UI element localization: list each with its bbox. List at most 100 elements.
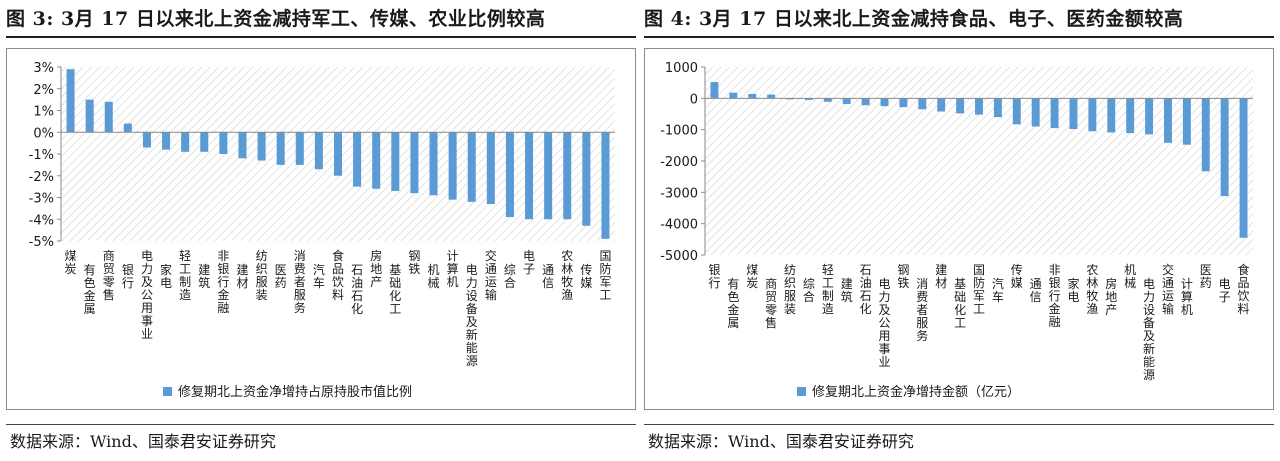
y-tick-label: 0 <box>690 92 698 107</box>
y-tick-label: -4% <box>29 213 54 228</box>
bar <box>200 132 209 152</box>
figure-title: 图 4: 3月 17 日以来北上资金减持食品、电子、医药金额较高 <box>644 8 1184 30</box>
bar <box>956 98 965 114</box>
bar <box>410 132 419 194</box>
bar <box>1239 98 1248 238</box>
legend-swatch-icon <box>163 387 172 396</box>
x-tick-label: 医药 <box>275 263 287 290</box>
bar <box>1069 98 1078 130</box>
x-tick-label: 消费者服务 <box>294 249 306 315</box>
bar <box>1220 98 1229 197</box>
x-tick-label: 综合 <box>504 263 516 290</box>
bar <box>899 98 908 108</box>
y-tick-label: -3% <box>29 192 54 207</box>
bar <box>861 98 870 106</box>
x-tick-label: 房地产 <box>370 248 382 289</box>
bar <box>880 98 889 107</box>
plot-area <box>705 67 1253 255</box>
bar <box>975 98 983 115</box>
x-tick-label: 轻工制造 <box>822 263 834 316</box>
title-rule <box>644 36 1274 38</box>
x-tick-label: 农林牧渔 <box>561 249 573 302</box>
bar <box>257 132 266 161</box>
bar <box>804 98 813 100</box>
x-tick-label: 农林牧渔 <box>1086 263 1098 316</box>
x-tick-label: 有色金属 <box>84 263 96 316</box>
bar <box>1163 98 1172 143</box>
legend-label: 修复期北上资金净增持金额（亿元） <box>812 384 1020 400</box>
x-tick-label: 通信 <box>542 263 554 290</box>
x-tick-label: 钢铁 <box>897 263 909 290</box>
bar <box>1182 98 1191 145</box>
x-tick-label: 有色金属 <box>727 277 739 330</box>
bar <box>1088 98 1097 132</box>
bar <box>1126 98 1135 134</box>
y-tick-label: -3000 <box>660 186 698 201</box>
bar <box>1145 98 1154 135</box>
bar <box>448 132 457 200</box>
y-tick-label: 1% <box>33 105 54 120</box>
y-tick-label: -2000 <box>660 155 698 170</box>
x-tick-label: 电力及公用事业 <box>141 249 153 341</box>
bar <box>295 132 304 165</box>
y-tick-label: -2% <box>29 170 54 185</box>
y-tick-label: -4000 <box>660 218 698 233</box>
y-tick-label: -5% <box>29 235 54 250</box>
bar <box>823 98 832 102</box>
bar <box>85 99 94 133</box>
x-tick-label: 机械 <box>1124 263 1136 290</box>
x-tick-label: 食品饮料 <box>332 248 344 302</box>
legend-swatch-icon <box>797 387 806 396</box>
x-tick-label: 建筑 <box>198 263 210 290</box>
chart-frame: 3% 2% 1% 0% -1% -2% -3% -4% -5% 煤炭 有色金属 商贸零售 银行 电力及公用… <box>6 48 636 410</box>
bar <box>123 123 132 133</box>
x-tick-label: 电子 <box>1219 277 1231 304</box>
legend: 修复期北上资金净增持金额（亿元） <box>797 384 1020 400</box>
x-tick-label: 商贸零售 <box>103 248 115 302</box>
x-tick-label: 食品饮料 <box>1238 262 1250 316</box>
chart-frame: 1000 0 -1000 -2000 -3000 -4000 -5000 银行 有色金属 煤炭 商贸… <box>644 48 1274 410</box>
x-tick-label: 基础化工 <box>389 263 401 316</box>
x-tick-label: 纺织服装 <box>784 263 796 316</box>
x-tick-label: 传媒 <box>1011 262 1023 290</box>
bar <box>710 82 719 99</box>
bar <box>181 132 190 152</box>
y-tick-label: -5000 <box>660 249 698 264</box>
x-tick-label: 电力及公用事业 <box>879 277 891 369</box>
bar <box>372 132 381 189</box>
x-tick-label: 钢铁 <box>408 249 420 276</box>
x-tick-label: 基础化工 <box>954 277 966 330</box>
bar <box>333 132 343 176</box>
bar <box>767 94 776 99</box>
bar <box>238 132 247 159</box>
x-tick-label: 电力设备及新能源 <box>1143 277 1155 382</box>
y-tick-label: 0% <box>33 126 54 141</box>
x-tick-label: 汽车 <box>992 276 1004 304</box>
x-tick-label: 商贸零售 <box>765 276 777 330</box>
legend-label: 修复期北上资金净增持占原持股市值比例 <box>178 384 412 400</box>
source-rule <box>644 424 1274 425</box>
bar <box>525 132 534 220</box>
bar <box>1201 98 1210 172</box>
x-tick-label: 通信 <box>1030 277 1042 304</box>
x-tick-label: 计算机 <box>447 249 459 289</box>
figure-title: 图 3: 3月 17 日以来北上资金减持军工、传媒、农业比例较高 <box>6 8 546 30</box>
x-tick-label: 国防军工 <box>973 263 985 316</box>
bar <box>429 132 438 196</box>
bar <box>314 132 323 170</box>
x-tick-label: 石油石化 <box>351 263 363 316</box>
bar <box>563 132 572 220</box>
bar <box>505 132 514 218</box>
x-tick-label: 汽车 <box>313 262 325 290</box>
bar <box>276 132 285 165</box>
x-tick-label: 电子 <box>523 249 535 276</box>
x-tick-label: 建筑 <box>841 277 853 304</box>
bar <box>937 98 946 112</box>
y-tick-label: -1% <box>29 148 54 163</box>
bar <box>467 132 476 202</box>
x-tick-label: 石油石化 <box>860 263 872 316</box>
bar <box>729 92 738 99</box>
data-source-note: 数据来源：Wind、国泰君安证券研究 <box>648 432 914 451</box>
figure-4-panel: 图 4: 3月 17 日以来北上资金减持食品、电子、医药金额较高 1000 0 -1… <box>644 0 1274 461</box>
